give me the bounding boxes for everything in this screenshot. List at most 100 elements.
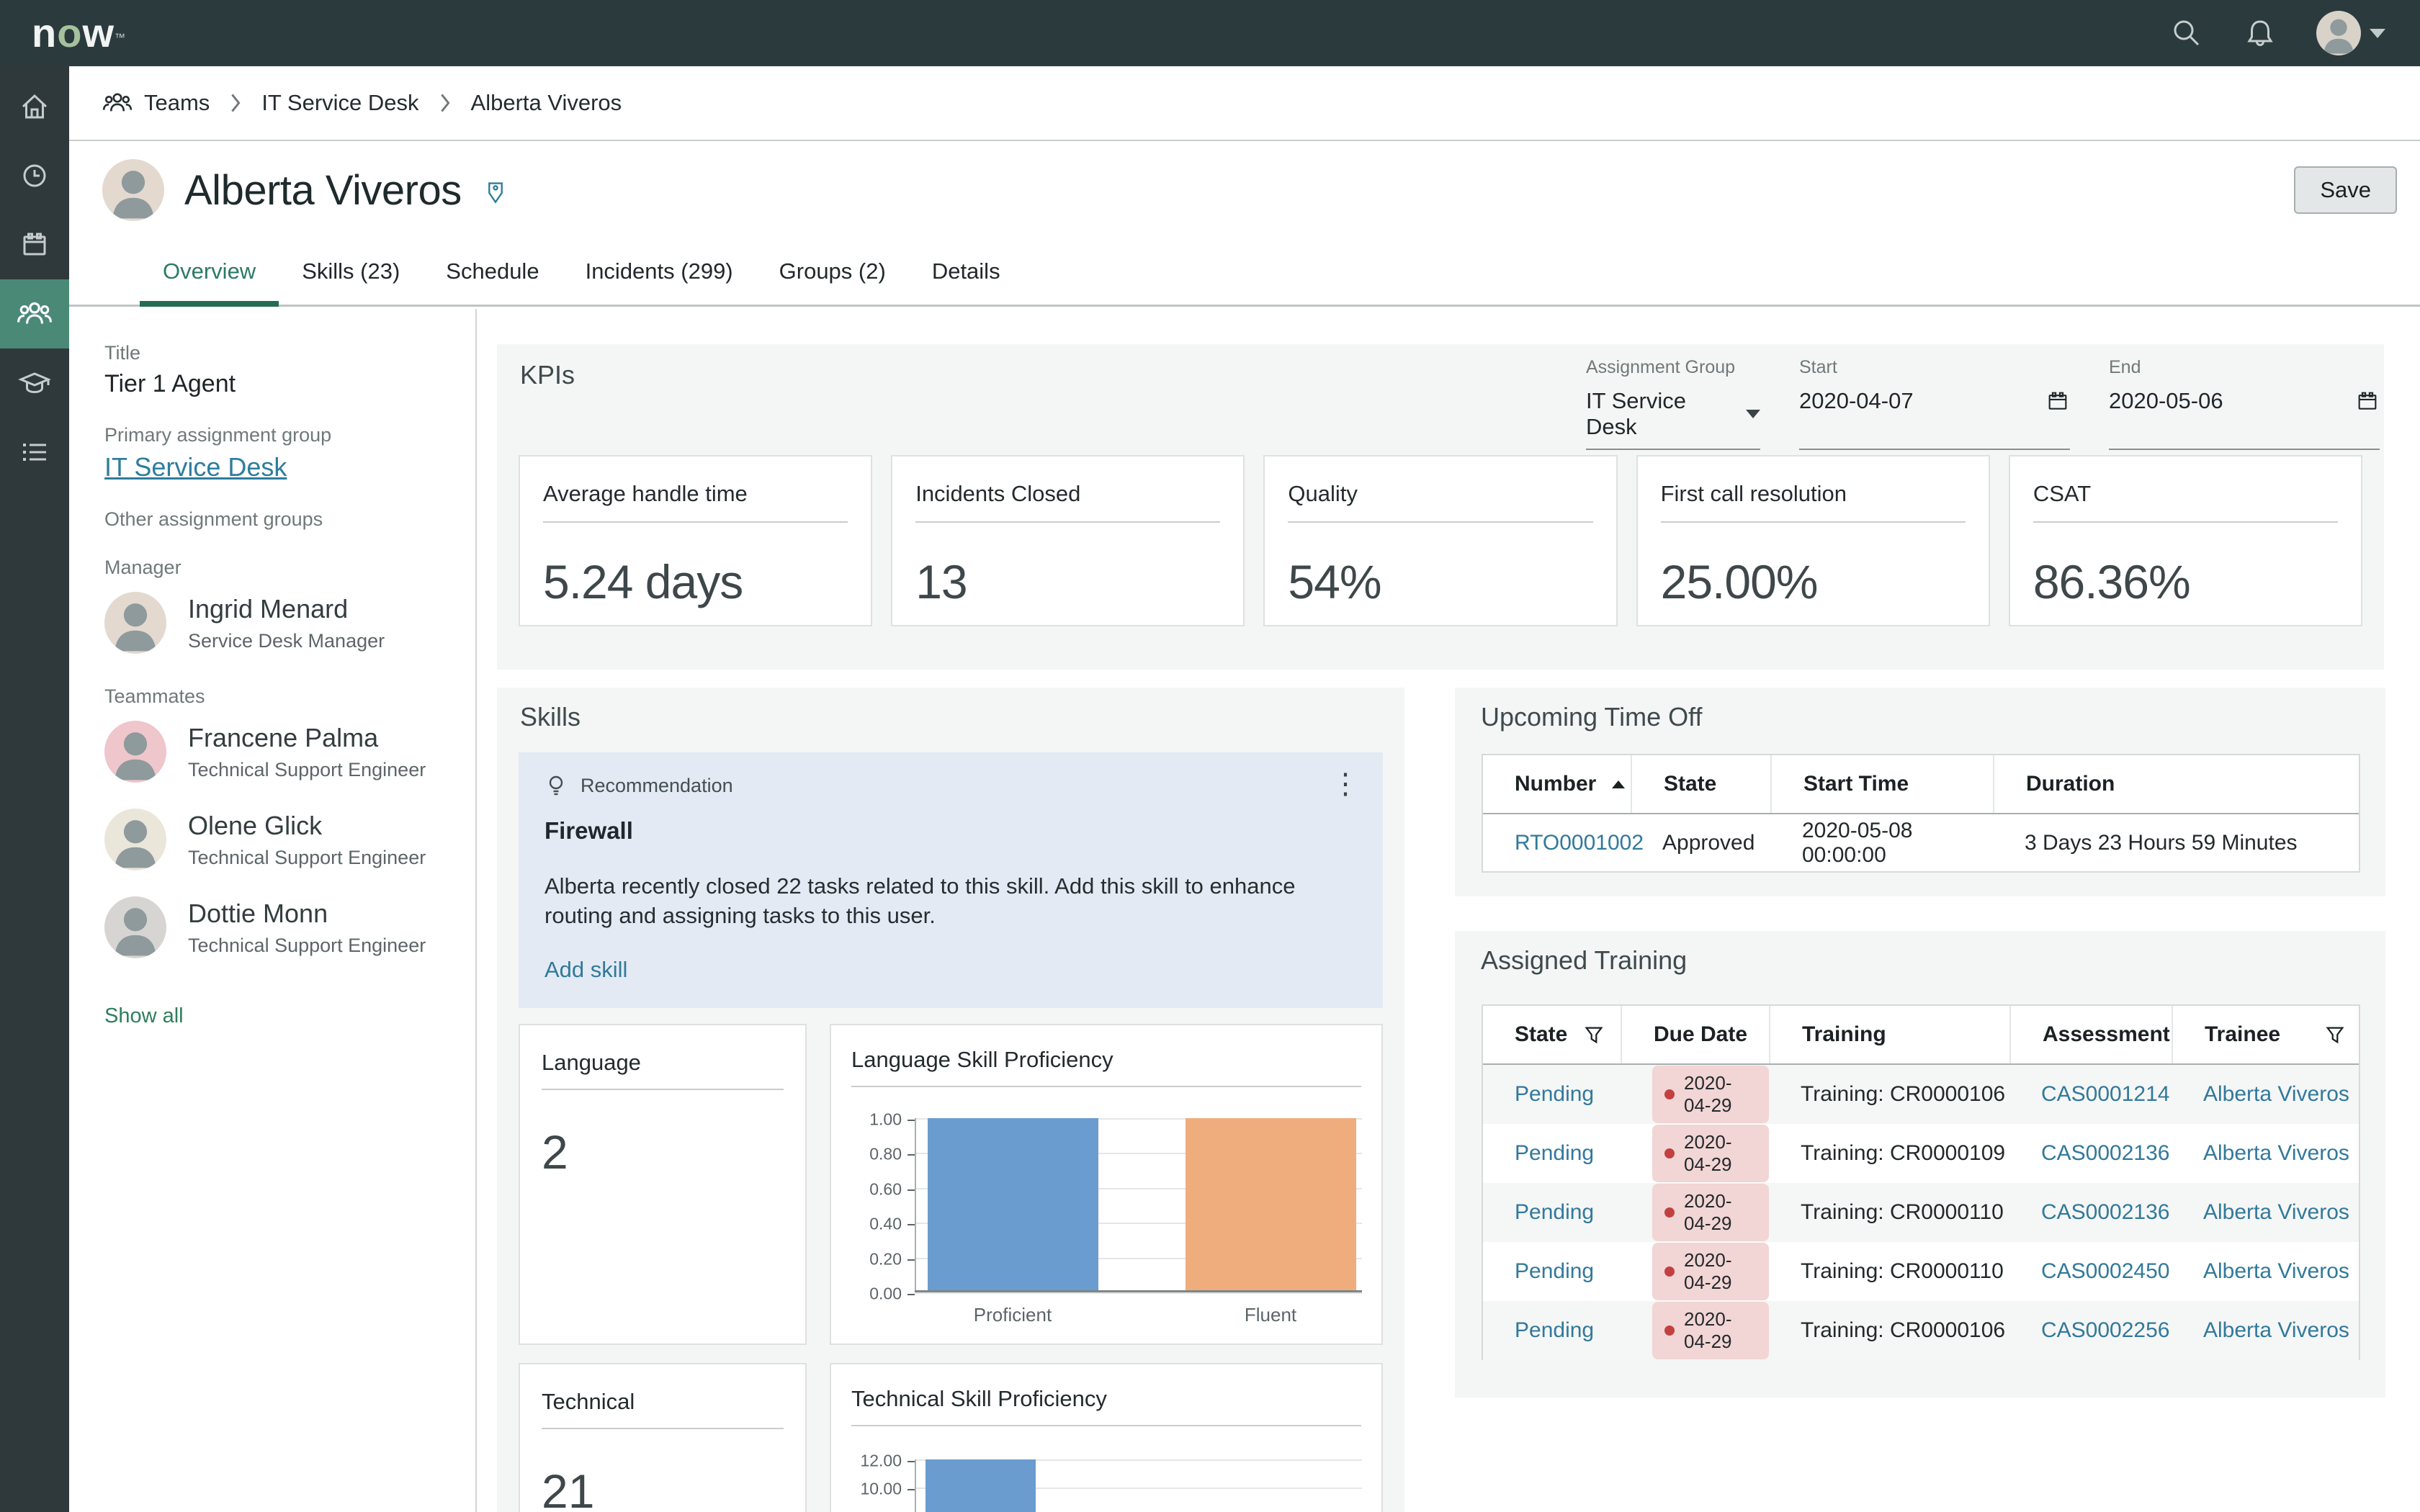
kpi-value: 86.36% <box>2033 554 2338 609</box>
tab-overview[interactable]: Overview <box>140 238 279 305</box>
overdue-dot-icon <box>1664 1089 1675 1099</box>
tab-schedule[interactable]: Schedule <box>423 238 562 305</box>
avatar <box>104 896 166 958</box>
assessment-link[interactable]: CAS0002450 <box>2041 1259 2169 1283</box>
tag-button[interactable] <box>482 179 509 207</box>
user-avatar <box>2316 11 2361 55</box>
time-off-table: Number State Start Time Duration RTO0001… <box>1482 754 2360 873</box>
tab-details[interactable]: Details <box>909 238 1023 305</box>
x-axis-label: Proficient <box>974 1304 1052 1326</box>
rail-item-lists[interactable] <box>0 418 69 487</box>
training-state-link[interactable]: Pending <box>1515 1318 1594 1342</box>
breadcrumb-item[interactable]: IT Service Desk <box>261 90 418 116</box>
bar-fluent <box>1186 1118 1356 1292</box>
column-header-number[interactable]: Number <box>1483 755 1631 813</box>
training-state-link[interactable]: Pending <box>1515 1259 1594 1283</box>
tab-groups[interactable]: Groups (2) <box>756 238 909 305</box>
rail-item-learning[interactable] <box>0 348 69 418</box>
rail-item-home[interactable] <box>0 72 69 141</box>
training-name: Training: CR0000110 <box>1769 1200 2009 1225</box>
save-button[interactable]: Save <box>2294 166 2397 214</box>
top-bar: now™ <box>0 0 2420 66</box>
training-state-link[interactable]: Pending <box>1515 1141 1594 1165</box>
trainee-link[interactable]: Alberta Viveros <box>2203 1141 2349 1165</box>
logo-trademark: ™ <box>115 32 126 44</box>
rail-item-history[interactable] <box>0 141 69 210</box>
manager-name: Ingrid Menard <box>188 594 385 624</box>
overdue-dot-icon <box>1664 1148 1675 1158</box>
table-row: Pending 2020-04-29 Training: CR0000106 C… <box>1483 1065 2359 1124</box>
start-date-input[interactable]: 2020-04-07 <box>1799 388 2070 414</box>
teammates-label: Teammates <box>104 685 449 708</box>
notifications-button[interactable] <box>2243 16 2277 50</box>
table-header: Number State Start Time Duration <box>1483 755 2359 814</box>
assigned-training-section: Assigned Training State Due Date Trainin… <box>1455 931 2385 1398</box>
column-header-due-date[interactable]: Due Date <box>1621 1006 1769 1063</box>
manager-card[interactable]: Ingrid Menard Service Desk Manager <box>104 592 449 654</box>
training-state-link[interactable]: Pending <box>1515 1200 1594 1224</box>
column-header-start-time[interactable]: Start Time <box>1770 755 1993 813</box>
technical-count-card: Technical 21 <box>519 1363 807 1512</box>
chart-title: Language Skill Proficiency <box>851 1047 1361 1073</box>
column-header-training[interactable]: Training <box>1769 1006 2009 1063</box>
teams-icon <box>102 88 133 118</box>
user-menu[interactable] <box>2316 11 2385 55</box>
kebab-menu-icon[interactable]: ⋮ <box>1322 765 1368 803</box>
assessment-link[interactable]: CAS0001214 <box>2041 1082 2169 1106</box>
add-skill-link[interactable]: Add skill <box>544 957 627 983</box>
caret-down-icon <box>2370 29 2385 38</box>
teammate-card[interactable]: Francene Palma Technical Support Enginee… <box>104 721 449 783</box>
title-value: Tier 1 Agent <box>104 370 449 398</box>
end-date-input[interactable]: 2020-05-06 <box>2109 388 2380 414</box>
trainee-link[interactable]: Alberta Viveros <box>2203 1082 2349 1106</box>
chevron-right-icon <box>227 92 244 114</box>
column-header-state[interactable]: State <box>1631 755 1770 813</box>
time-off-number-link[interactable]: RTO0001002 <box>1515 831 1644 855</box>
calendar-icon[interactable] <box>2355 389 2380 413</box>
teammate-card[interactable]: Olene Glick Technical Support Engineer <box>104 809 449 870</box>
kpi-cards-row: Average handle time 5.24 days Incidents … <box>519 455 2362 626</box>
column-header-assessment[interactable]: Assessment <box>2009 1006 2172 1063</box>
assessment-link[interactable]: CAS0002136 <box>2041 1200 2169 1224</box>
column-header-trainee[interactable]: Trainee <box>2172 1006 2359 1063</box>
primary-group-link[interactable]: IT Service Desk <box>104 452 287 482</box>
due-date-badge: 2020-04-29 <box>1652 1066 1769 1123</box>
tab-incidents[interactable]: Incidents (299) <box>563 238 756 305</box>
trainee-link[interactable]: Alberta Viveros <box>2203 1318 2349 1342</box>
funnel-filter-icon[interactable] <box>2324 1024 2346 1045</box>
main-content: KPIs Assignment Group IT Service Desk St… <box>477 309 2420 1512</box>
time-off-state: Approved <box>1631 831 1770 855</box>
tab-skills[interactable]: Skills (23) <box>279 238 423 305</box>
trainee-link[interactable]: Alberta Viveros <box>2203 1259 2349 1283</box>
teammate-role: Technical Support Engineer <box>188 759 426 781</box>
column-header-state[interactable]: State <box>1483 1006 1621 1063</box>
assignment-group-select[interactable]: IT Service Desk <box>1586 388 1760 440</box>
rail-item-schedule[interactable] <box>0 210 69 279</box>
teammate-name: Olene Glick <box>188 811 426 841</box>
teammate-card[interactable]: Dottie Monn Technical Support Engineer <box>104 896 449 958</box>
trainee-link[interactable]: Alberta Viveros <box>2203 1200 2349 1224</box>
technical-proficiency-chart: 12.00 10.00 <box>915 1459 1362 1512</box>
training-name: Training: CR0000106 <box>1769 1318 2009 1343</box>
rail-item-teams[interactable] <box>0 279 69 348</box>
home-icon <box>17 89 52 124</box>
x-axis-label: Fluent <box>1245 1304 1296 1326</box>
funnel-filter-icon[interactable] <box>1583 1024 1605 1045</box>
training-state-link[interactable]: Pending <box>1515 1082 1594 1106</box>
assessment-link[interactable]: CAS0002256 <box>2041 1318 2169 1342</box>
calendar-icon[interactable] <box>2045 389 2070 413</box>
chevron-right-icon <box>436 92 454 114</box>
training-name: Training: CR0000106 <box>1769 1082 2009 1107</box>
kpi-value: 25.00% <box>1661 554 1966 609</box>
time-off-heading: Upcoming Time Off <box>1481 702 1702 732</box>
show-all-link[interactable]: Show all <box>104 1004 184 1028</box>
technical-count-value: 21 <box>542 1464 784 1512</box>
breadcrumb-teams[interactable]: Teams <box>102 88 210 118</box>
column-header-duration[interactable]: Duration <box>1993 755 2359 813</box>
assessment-link[interactable]: CAS0002136 <box>2041 1141 2169 1165</box>
language-count-card: Language 2 <box>519 1024 807 1345</box>
search-button[interactable] <box>2169 16 2204 50</box>
profile-avatar <box>102 159 164 221</box>
table-header: State Due Date Training Assessment Train… <box>1483 1006 2359 1065</box>
assigned-training-heading: Assigned Training <box>1481 945 1687 976</box>
